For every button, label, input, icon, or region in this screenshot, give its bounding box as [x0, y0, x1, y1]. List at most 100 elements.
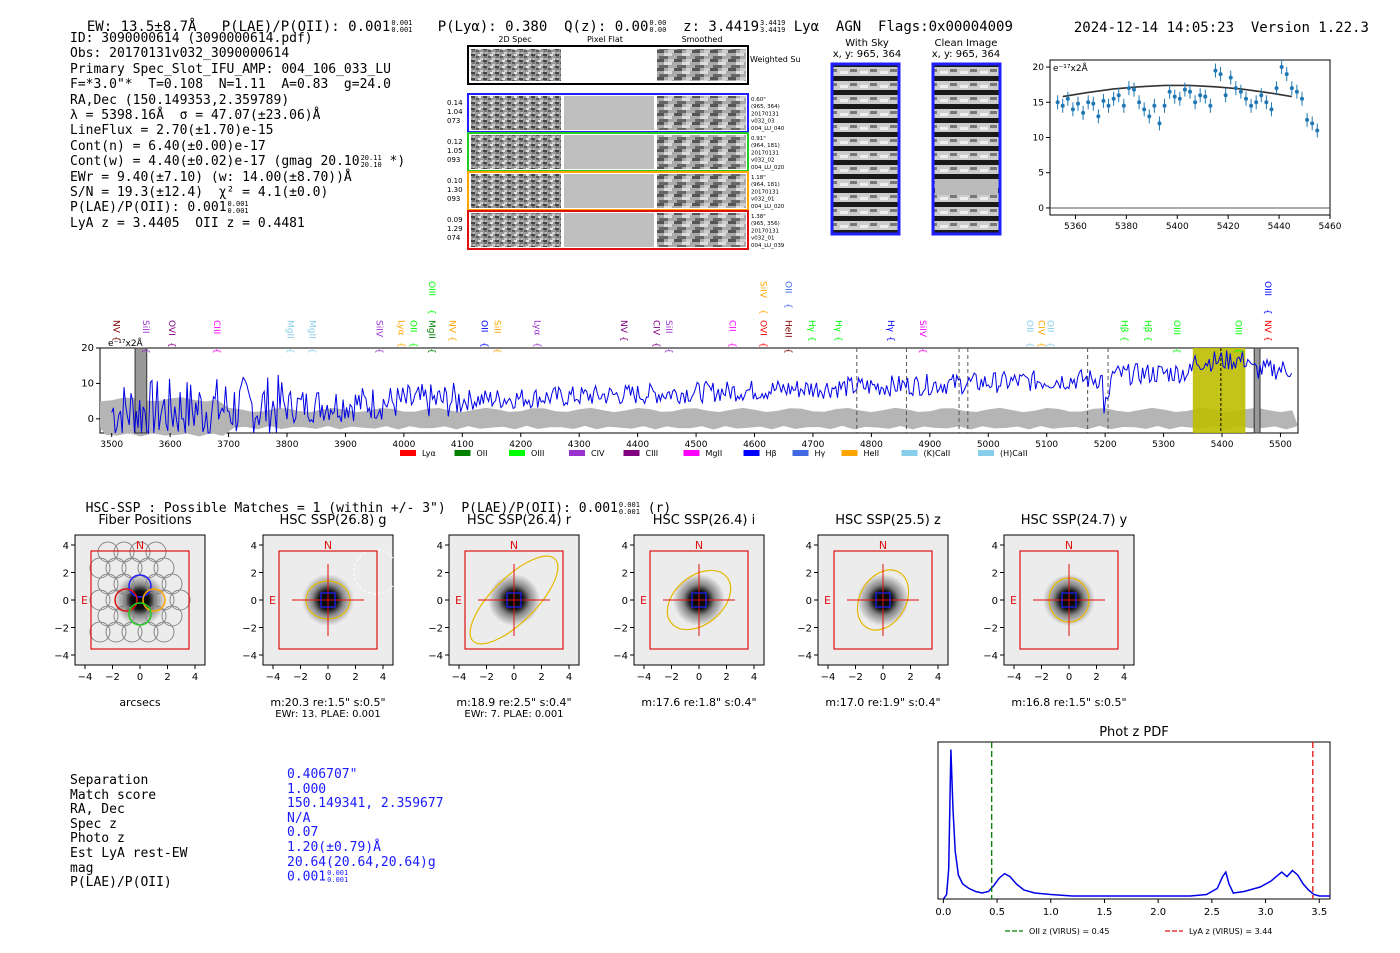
full-xtick-label: 4200 [509, 440, 532, 450]
cutout-xtick-label: −2 [1034, 672, 1049, 683]
full-line-label-text: OII [407, 320, 417, 332]
zoom-data-point [1157, 121, 1162, 126]
lya-tag: Lyα [793, 19, 820, 35]
cutout-red-square [1019, 550, 1119, 650]
full-legend-label: OIII [531, 449, 544, 458]
header-bar: EW: 13.5±8.7Å P(LAE)/P(OII): 0.001 0.001 0… [86, 19, 1013, 35]
full-xtick-label: 3900 [334, 440, 357, 450]
full-line-label-brace: { [726, 342, 736, 348]
spec2d-row-right-label: 1.38" [751, 214, 766, 220]
full-line-label-text: OIII [1262, 281, 1272, 296]
info-ewr: EWr = 9.40(±7.10) (w: 14.00(±8.70))Å [70, 169, 352, 185]
full-spectrum-line [111, 350, 1293, 435]
full-xtick-label: 5500 [1269, 440, 1292, 450]
spec2d-row-2d-image [471, 96, 561, 130]
zoom-xtick-label: 5420 [1217, 222, 1240, 232]
full-legend-label: (H)CaII [1000, 449, 1027, 458]
pdf-xtick-label: 1.5 [1097, 907, 1113, 918]
full-line-label-text: OVI [166, 320, 176, 336]
cutout-ytick-label: −2 [428, 624, 443, 635]
full-line-label-text: SiIV [917, 320, 927, 338]
cutout-title: HSC SSP(25.5) z [835, 513, 941, 528]
full-line-label-brace: { [447, 336, 457, 342]
with-sky-image [830, 62, 901, 236]
match-value-row: 150.149341, 2.359677 [287, 796, 444, 812]
cutout-north-label: N [510, 539, 518, 552]
full-legend-label: Hβ [766, 449, 777, 458]
full-line-label-brace: { [396, 342, 406, 348]
full-line-label-text: Hβ [1119, 320, 1129, 333]
zoom-data-point [1269, 107, 1274, 112]
cutout-aperture-ellipse [666, 569, 732, 631]
hsc-heading: HSC-SSP : Possible Matches = 1 (within +… [85, 500, 672, 516]
spec2d-row-right-label: v032_02 [751, 158, 775, 164]
full-line-label-text: Hγ [832, 320, 842, 333]
spec2d-row-2d-image [471, 213, 561, 247]
zoom-data-point [1218, 72, 1223, 77]
full-legend-label: OII [477, 449, 488, 458]
full-line-label-text: NV [447, 320, 457, 334]
match-value-row: 0.07 [287, 825, 319, 841]
full-xtick-label: 5300 [1152, 440, 1175, 450]
spec2d-row-left-label: 093 [447, 195, 460, 203]
full-line-label-text: Lyα [396, 320, 406, 336]
agn-tag: AGN [835, 19, 862, 35]
cutout-title: HSC SSP(26.4) i [652, 513, 756, 528]
spec2d-row-smoothed-image [657, 96, 746, 130]
full-line-label-brace: { [492, 348, 502, 354]
match-label-row: Spec z [70, 816, 117, 832]
fiber-circle [89, 621, 111, 643]
pdf-xtick-label: 0.0 [935, 907, 951, 918]
fiber-circle-green [128, 602, 152, 626]
spec2d-row-flat-image [564, 174, 654, 208]
full-line-label: NV { [447, 320, 457, 342]
pdf-xtick-label: 0.5 [989, 907, 1005, 918]
info-fit: F=*3.0"* T=0.108 N=1.11 A=0.83 g=24.0 [70, 77, 391, 93]
full-line-label: Hγ { [832, 320, 842, 342]
spec2d-row-left-label: 093 [447, 156, 460, 164]
spec2d-row-right-label: 004_LU_020 [751, 165, 785, 171]
cutout-ytick-label: −2 [983, 624, 998, 635]
full-line-label-brace: { [917, 348, 927, 354]
cutout-center-box [875, 592, 891, 608]
plya-label: P(Lyα): 0.380 [437, 19, 548, 35]
spec2d-row-right-label: 004_LU_020 [751, 204, 785, 210]
weighted-smoothed-image [657, 49, 746, 81]
full-line-label-text: CIV [651, 320, 661, 336]
spec2d-row-right-label: (965, 364) [751, 104, 780, 110]
cutout-xtick-label: −4 [1007, 672, 1022, 683]
photz-pdf-chart: Phot z PDF 0.0 0.5 1.0 1.5 2.0 2.5 3.0 3.5 OII z … [935, 725, 1331, 936]
zoom-data-point [1294, 89, 1299, 94]
zoom-data-point [1177, 96, 1182, 101]
match-label-row: Match score [70, 787, 157, 803]
full-line-label-text: OII [479, 320, 489, 332]
full-line-label-text: MgII [426, 320, 436, 339]
cutout-aperture-ellipse [469, 555, 559, 645]
full-line-label-brace: { [1119, 336, 1129, 342]
spec2d-panel: 2D Spec Pixel Flat Smoothed Weighted Sum… [447, 35, 800, 250]
full-unit-label: e⁻¹⁷x2Å [108, 337, 144, 349]
spec2d-row-right-label: 1.18" [751, 175, 766, 181]
full-line-label: Hγ { [806, 320, 816, 342]
cutout-xtick-label: 0 [137, 672, 143, 683]
full-line-label-text: SiII [663, 320, 673, 334]
full-line-label: NV { [1262, 320, 1272, 342]
full-legend-swatch [569, 450, 585, 456]
full-line-label-brace: { [618, 336, 628, 342]
full-ytick-label: 20 [81, 343, 94, 354]
full-line-label-text: Hγ [885, 320, 895, 333]
full-line-label: OVI { [166, 320, 176, 348]
match-label-row: Separation [70, 773, 149, 788]
cutout-xtick-label: −2 [105, 672, 120, 683]
zoom-data-point [1198, 93, 1203, 98]
spec2d-row-flat-image [564, 135, 654, 169]
full-line-label-brace: { [832, 336, 842, 342]
zoom-data-point [1233, 86, 1238, 91]
full-legend-label: Hγ [815, 449, 826, 458]
spec2d-row-right-label: 20170131 [751, 228, 779, 234]
cutout-red-square [649, 550, 749, 650]
z-label: z: 3.4419 [683, 19, 759, 35]
zoom-unit-label: e⁻¹⁷x2Å [1053, 62, 1089, 74]
cutout-red-square [90, 550, 190, 650]
pdf-legend-label: OII z (VIRUS) = 0.45 [1029, 927, 1109, 936]
